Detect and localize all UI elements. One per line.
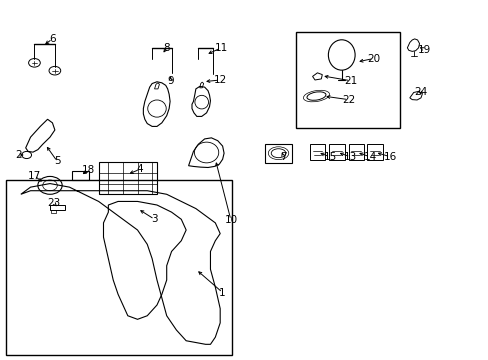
Text: 15: 15	[323, 152, 336, 162]
Text: 9: 9	[167, 76, 174, 86]
Text: 14: 14	[363, 152, 376, 162]
Text: 23: 23	[47, 198, 61, 208]
Text: 2: 2	[15, 150, 21, 160]
Text: 13: 13	[343, 152, 356, 162]
Text: 22: 22	[341, 95, 354, 105]
Bar	[366, 144, 382, 160]
Bar	[72, 171, 89, 180]
Text: 5: 5	[54, 157, 61, 166]
Text: 7: 7	[280, 152, 286, 162]
Text: 12: 12	[213, 75, 226, 85]
Text: 1: 1	[219, 288, 225, 297]
Text: 19: 19	[417, 45, 430, 55]
Bar	[264, 144, 291, 163]
Bar	[309, 144, 325, 160]
Bar	[50, 204, 64, 210]
Bar	[6, 180, 232, 355]
Text: 10: 10	[224, 215, 237, 225]
Text: 16: 16	[383, 152, 396, 162]
Text: 21: 21	[343, 76, 356, 86]
Text: 17: 17	[28, 171, 41, 181]
Bar	[348, 144, 364, 160]
Text: 11: 11	[214, 43, 227, 53]
Bar	[99, 162, 157, 194]
Bar	[51, 210, 56, 213]
Bar	[295, 32, 399, 128]
Bar	[328, 144, 344, 160]
Text: 4: 4	[136, 164, 143, 174]
Text: 18: 18	[82, 165, 95, 175]
Text: 6: 6	[49, 34, 56, 44]
Text: 20: 20	[366, 54, 379, 64]
Text: 24: 24	[413, 87, 426, 98]
Text: 3: 3	[151, 214, 158, 224]
Text: 8: 8	[163, 43, 170, 53]
